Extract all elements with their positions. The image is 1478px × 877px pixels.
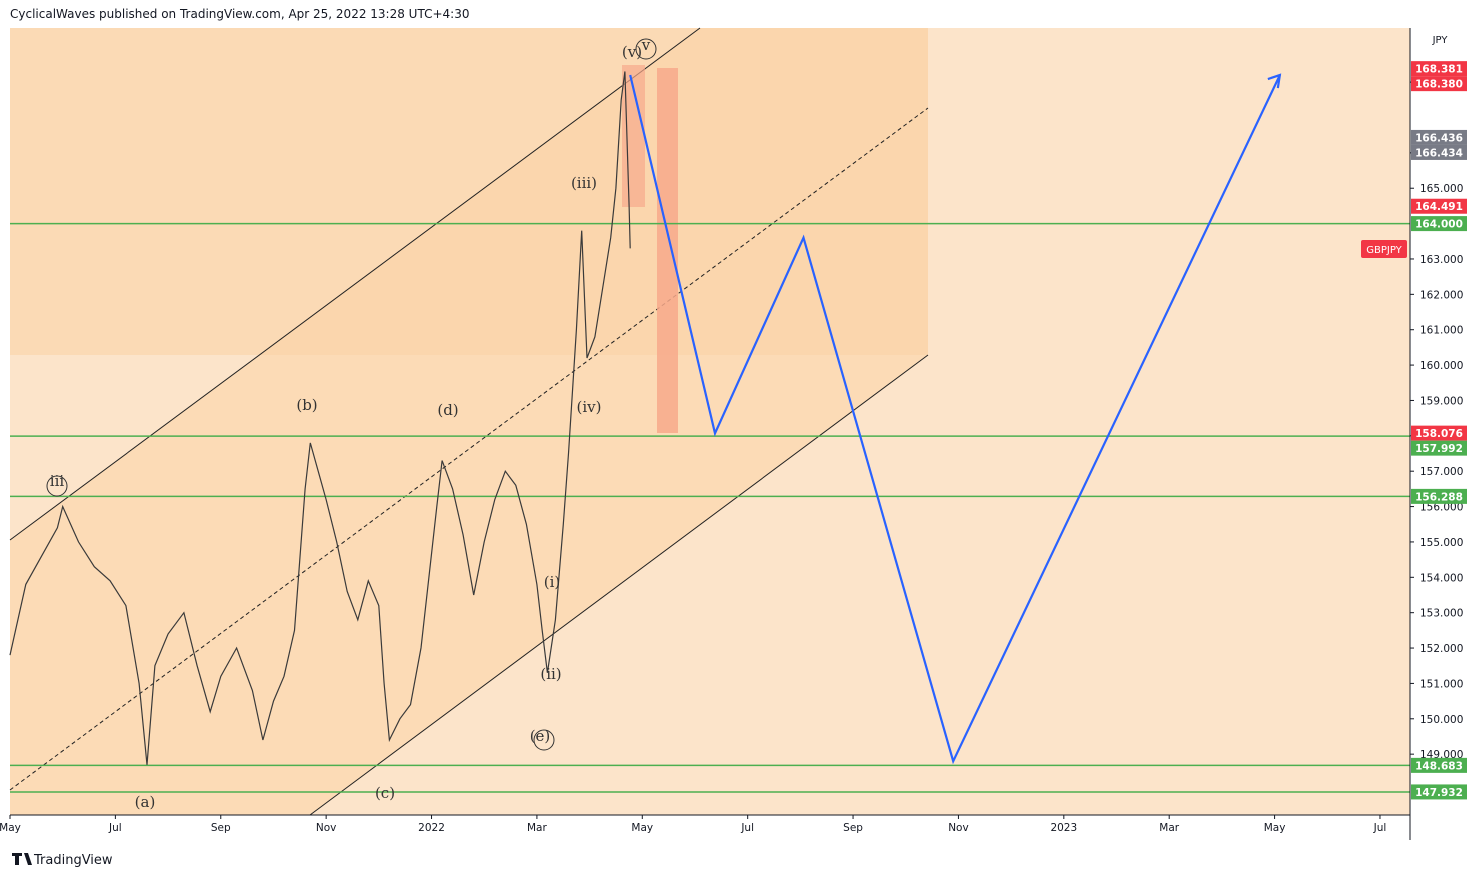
price-badge	[1411, 784, 1467, 800]
wave-label: (iv)	[577, 398, 602, 416]
price-badge	[1411, 129, 1467, 145]
y-tick-label: 163.000	[1420, 254, 1463, 266]
price-badge-label: 166.436	[1415, 132, 1463, 144]
price-badge-label: 148.683	[1415, 760, 1463, 772]
y-tick-label: 162.000	[1420, 289, 1463, 301]
header: CyclicalWaves published on TradingView.c…	[10, 7, 469, 21]
price-badge	[1411, 198, 1467, 214]
price-badge-label: 164.000	[1415, 219, 1463, 231]
currency-box	[1428, 33, 1454, 49]
logo	[12, 853, 32, 865]
price-line	[9, 71, 631, 765]
x-tick-label: 2022	[418, 822, 445, 834]
channel-mid	[9, 107, 929, 791]
wave-label: (b)	[296, 396, 317, 414]
y-tick-label: 160.000	[1420, 360, 1463, 372]
y-tick-label: 165.000	[1420, 183, 1463, 195]
symbol: GBPJPY	[1366, 245, 1402, 256]
wave-label: (v)	[622, 43, 642, 61]
projection-line	[629, 74, 1281, 765]
x-tick-label: Mar	[527, 822, 547, 834]
price-badge	[1411, 488, 1467, 504]
x-tick-label: Jul	[740, 822, 754, 834]
price-badge	[1411, 76, 1467, 92]
price-badge-label: 166.434	[1415, 147, 1463, 159]
x-tick-label: May	[1264, 822, 1286, 834]
channel-fill	[10, 28, 928, 815]
y-tick-label: 156.000	[1420, 502, 1463, 514]
wave-label: (ii)	[540, 665, 561, 683]
price-badge	[1411, 61, 1467, 77]
wave-circle	[533, 729, 555, 751]
wave-label: (i)	[544, 573, 561, 591]
wave-label: v	[641, 36, 651, 54]
wave-labels: iii (a) (b) (c) (d) (e) (i) (ii) (iii) (…	[46, 36, 657, 811]
wave-label: (a)	[135, 793, 156, 811]
price-badge	[1411, 757, 1467, 773]
y-tick-label: 157.000	[1420, 466, 1463, 478]
x-tick-label: 2023	[1050, 822, 1077, 834]
x-tick-label: May	[631, 822, 653, 834]
price-badge-label: 158.076	[1415, 428, 1463, 440]
price-badge-label: 147.932	[1415, 787, 1463, 799]
y-tick-label: 150.000	[1420, 714, 1463, 726]
symbol-tag	[1361, 240, 1407, 258]
wave-circle	[46, 475, 68, 497]
wave-label: iii	[50, 472, 65, 490]
x-tick-label: Nov	[948, 822, 969, 834]
price-badge-label: 164.491	[1415, 201, 1463, 213]
price-badge-label: 168.380	[1415, 79, 1463, 91]
currency: JPY	[1432, 35, 1449, 46]
price-badge	[1411, 425, 1467, 441]
price-badge	[1411, 144, 1467, 160]
price-badge	[1411, 216, 1467, 232]
y-tick-label: 154.000	[1420, 572, 1463, 584]
y-tick-label: 159.000	[1420, 395, 1463, 407]
price-badge-label: 156.288	[1415, 491, 1463, 503]
axes: 149.000150.000151.000152.000153.000154.0…	[0, 61, 1467, 834]
wave-label: (iii)	[571, 174, 597, 192]
projection-arrow	[1267, 73, 1282, 89]
y-tick-label: 161.000	[1420, 325, 1463, 337]
wave-circle	[635, 38, 657, 60]
wave-label: (d)	[437, 401, 458, 419]
y-tick-label: 151.000	[1420, 678, 1463, 690]
price-badge	[1411, 440, 1467, 456]
channel-upper	[9, 27, 701, 541]
x-tick-label: Sep	[843, 822, 863, 834]
x-tick-label: Jul	[108, 822, 122, 834]
levels	[10, 222, 1410, 793]
x-tick-label: May	[0, 822, 21, 834]
footer-brand: TradingView	[33, 853, 113, 868]
x-tick-label: Sep	[211, 822, 231, 834]
x-tick-label: Mar	[1159, 822, 1179, 834]
price-badge-label: 168.381	[1415, 64, 1463, 76]
wave-label: (e)	[530, 727, 551, 745]
wave-label: (c)	[375, 784, 395, 802]
y-tick-label: 155.000	[1420, 537, 1463, 549]
price-badge-label: 157.992	[1415, 443, 1463, 455]
channel-lower	[309, 354, 929, 816]
target-zone	[657, 68, 678, 433]
y-tick-label: 153.000	[1420, 608, 1463, 620]
x-tick-label: Nov	[316, 822, 337, 834]
series	[9, 71, 1282, 765]
y-tick-label: 152.000	[1420, 643, 1463, 655]
x-tick-label: Jul	[1373, 822, 1387, 834]
